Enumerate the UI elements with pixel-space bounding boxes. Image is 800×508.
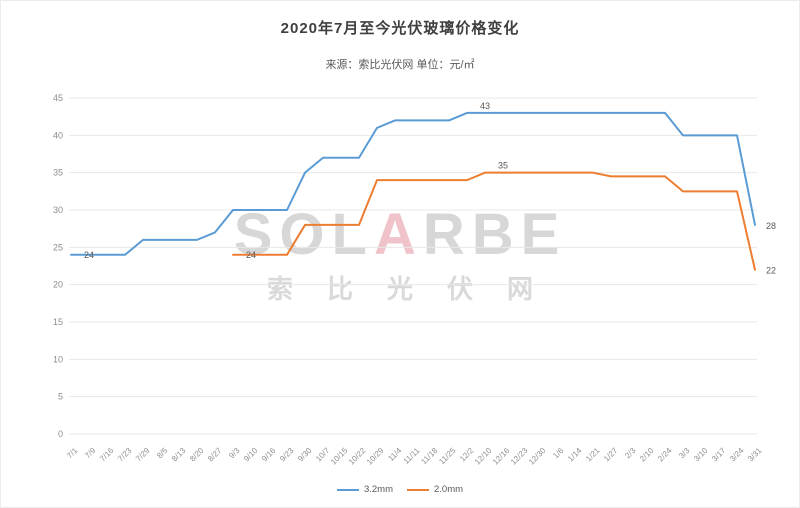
y-tick-label: 40 [53, 130, 63, 140]
series-line-3.2mm [70, 111, 756, 256]
x-tick-label: 8/20 [188, 446, 206, 464]
x-tick-label: 3/31 [746, 446, 764, 464]
y-tick-label: 20 [53, 280, 63, 290]
x-tick-label: 3/10 [692, 446, 710, 464]
x-tick-label: 10/22 [347, 446, 368, 467]
x-tick-label: 8/5 [155, 446, 170, 461]
x-tick-label: 9/30 [296, 446, 314, 464]
gridlines [69, 97, 757, 435]
x-tick-label: 7/29 [134, 446, 152, 464]
y-tick-label: 5 [58, 392, 63, 402]
x-tick-label: 7/16 [98, 446, 116, 464]
y-tick-label: 15 [53, 317, 63, 327]
x-tick-label: 12/16 [491, 446, 512, 467]
legend-item-2.0mm: 2.0mm [407, 484, 463, 495]
x-tick-label: 11/18 [419, 446, 439, 466]
legend-label: 3.2mm [363, 484, 393, 495]
x-tick-label: 2/10 [638, 446, 656, 464]
x-tick-label: 9/10 [242, 446, 260, 464]
y-axis-labels: 0 5 10 15 20 25 30 35 40 45 [53, 93, 63, 439]
x-tick-label: 7/23 [116, 446, 134, 464]
chart-subtitle: 来源：索比光伏网 单位：元/㎡ [325, 59, 475, 71]
data-label: 24 [246, 250, 256, 260]
x-tick-label: 3/17 [710, 446, 728, 464]
x-tick-label: 11/25 [437, 446, 457, 466]
data-label: 28 [766, 221, 776, 231]
legend-item-3.2mm: 3.2mm [336, 484, 393, 495]
data-labels: 24 24 43 35 28 22 [84, 101, 776, 276]
y-tick-label: 10 [53, 354, 63, 364]
data-label: 35 [498, 161, 508, 171]
x-tick-label: 9/16 [260, 446, 278, 464]
x-tick-label: 8/13 [170, 446, 188, 464]
x-tick-label: 1/27 [602, 446, 620, 464]
x-tick-label: 2/3 [623, 446, 638, 461]
y-tick-label: 25 [53, 242, 63, 252]
x-tick-label: 11/11 [402, 446, 422, 466]
legend: 3.2mm 2.0mm [1, 484, 799, 495]
legend-swatch [336, 488, 359, 491]
x-tick-label: 11/4 [386, 446, 403, 463]
legend-label: 2.0mm [434, 484, 464, 495]
data-label: 43 [480, 101, 490, 111]
data-label: 24 [84, 250, 94, 260]
x-tick-label: 3/3 [677, 446, 692, 461]
y-tick-label: 45 [53, 93, 63, 103]
x-tick-label: 10/29 [365, 446, 386, 467]
x-tick-label: 9/3 [227, 446, 242, 461]
data-label: 22 [766, 266, 776, 276]
x-tick-label: 1/21 [584, 446, 602, 464]
x-tick-label: 2/24 [656, 446, 674, 464]
x-tick-label: 12/10 [473, 446, 494, 467]
x-axis-labels: 7/1 7/9 7/16 7/23 7/29 8/5 8/13 8/20 8/27 9/3 9/10… [65, 446, 764, 467]
x-tick-label: 3/24 [728, 446, 746, 464]
chart-title: 2020年7月至今光伏玻璃价格变化 [280, 20, 520, 37]
x-tick-label: 7/9 [83, 446, 98, 461]
y-tick-label: 30 [53, 205, 63, 215]
y-tick-label: 0 [58, 429, 63, 439]
x-tick-label: 1/14 [566, 446, 584, 464]
x-tick-label: 7/1 [65, 446, 80, 461]
x-tick-label: 12/30 [527, 446, 548, 467]
x-tick-label: 1/6 [551, 446, 566, 461]
x-tick-label: 10/15 [329, 446, 350, 467]
legend-swatch [407, 488, 429, 491]
y-tick-label: 35 [53, 168, 63, 178]
x-tick-label: 8/27 [206, 446, 224, 464]
series-line-2.0mm [232, 171, 756, 271]
x-tick-label: 9/23 [278, 446, 296, 464]
x-tick-label: 12/23 [509, 446, 530, 467]
